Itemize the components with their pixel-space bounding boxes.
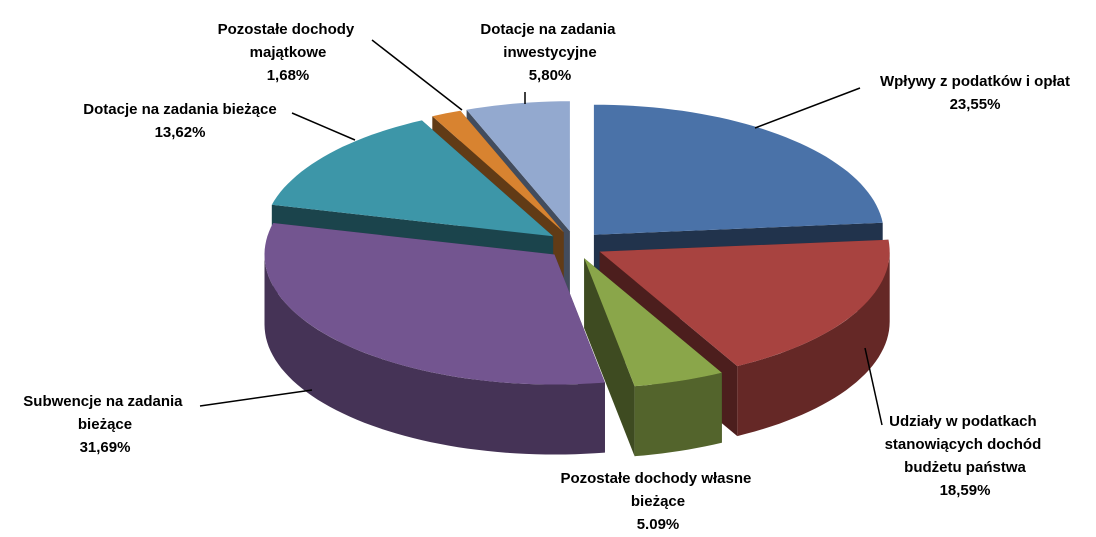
value-label: 1,68% xyxy=(267,67,310,84)
leader-line xyxy=(371,39,463,111)
label-line: Dotacje na zadania xyxy=(480,21,619,38)
label-line: bieżące xyxy=(631,493,685,510)
slice xyxy=(584,258,722,387)
slice-label: Pozostałe dochody majątkowe xyxy=(218,21,359,61)
value-label: 5.09% xyxy=(637,516,680,533)
slice-side xyxy=(634,372,722,457)
label-line: bieżące xyxy=(78,416,132,433)
slice-label: Udziały w podatkach stanowiących dochód … xyxy=(885,413,1046,476)
slice-label: Subwencje na zadania bieżące xyxy=(23,393,186,433)
value-label: 23,55% xyxy=(950,96,1001,113)
slice-label: Dotacje na zadania bieżące xyxy=(83,101,276,118)
label-line: budżetu państwa xyxy=(904,459,1026,476)
leader-line xyxy=(864,347,883,426)
label-line: majątkowe xyxy=(250,44,327,61)
label-line: inwestycyjne xyxy=(503,44,596,61)
value-label: 5,80% xyxy=(529,67,572,84)
value-label: 18,59% xyxy=(940,482,991,499)
value-label: 13,62% xyxy=(155,124,206,141)
slice xyxy=(432,110,564,233)
value-label: 31,69% xyxy=(80,439,131,456)
slice-side xyxy=(584,258,635,457)
slice xyxy=(466,101,570,232)
label-line: Pozostałe dochody xyxy=(218,21,359,38)
leader-line xyxy=(291,112,356,141)
leader-line xyxy=(199,389,313,407)
slice xyxy=(271,120,554,237)
slice-label: Pozostałe dochody własne bieżące xyxy=(560,470,755,510)
slice-label: Wpływy z podatków i opłat xyxy=(880,73,1070,90)
slice-side xyxy=(737,251,890,437)
slice xyxy=(599,239,890,367)
label-line: Dotacje na zadania bieżące xyxy=(83,101,276,118)
slice xyxy=(593,104,883,235)
label-line: Wpływy z podatków i opłat xyxy=(880,73,1070,90)
label-line: stanowiących dochód xyxy=(885,436,1046,453)
label-line: Subwencje na zadania xyxy=(23,393,186,410)
slice-label: Dotacje na zadania inwestycyjne xyxy=(480,21,619,61)
slice-side xyxy=(264,254,605,455)
label-line: Udziały w podatkach xyxy=(889,413,1041,430)
leader-line xyxy=(754,87,861,129)
label-line: Pozostałe dochody własne xyxy=(560,470,755,487)
slice xyxy=(264,223,605,385)
